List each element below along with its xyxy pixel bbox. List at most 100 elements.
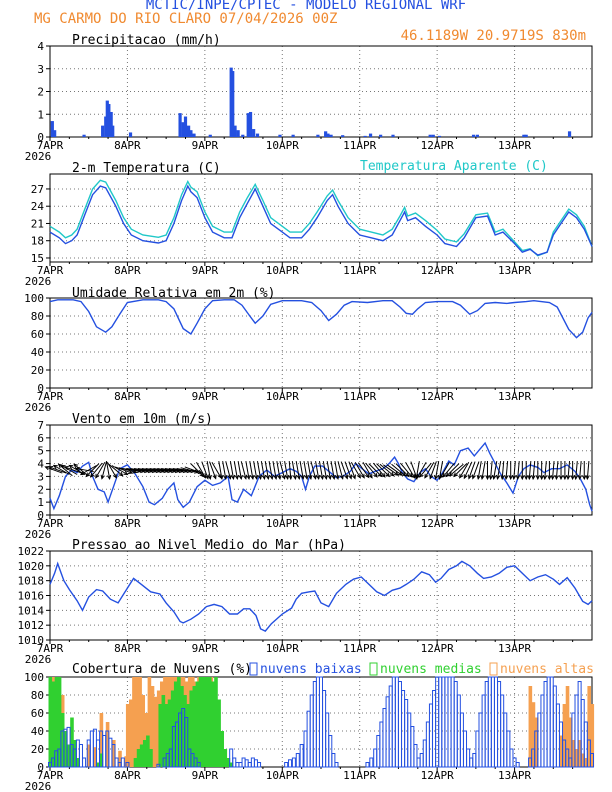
wind-arrow [307, 461, 312, 479]
wind-arrow-head [547, 475, 552, 481]
wind-arrow-head [542, 475, 548, 481]
wind-arrow [161, 467, 179, 473]
wind-arrow [497, 461, 502, 479]
cloud-bar-nuvens-baixas [156, 763, 161, 768]
x-tick-label: 11APR [343, 517, 376, 530]
wind-arrow [80, 465, 97, 475]
y-tick-label: 1022 [18, 545, 45, 558]
y-tick-label: 1010 [18, 634, 45, 647]
wind-arrow-head [296, 474, 301, 481]
legend-label: nuvens baixas [260, 662, 362, 677]
wind-arrow-head [85, 472, 91, 478]
cloud-bar-nuvens-altas [571, 740, 576, 767]
precip-bar [278, 134, 282, 137]
cloud-bar-nuvens-baixas [388, 685, 393, 768]
cloud-bar-nuvens-medias [54, 677, 59, 767]
x-tick-label: 11APR [343, 642, 376, 655]
x-tick-label: 9APR [192, 769, 219, 782]
wind-arrow-head [123, 470, 129, 476]
cloud-bar-nuvens-baixas [382, 708, 387, 768]
y-tick-label: 5 [37, 445, 44, 458]
x-tick-label: 11APR [343, 390, 376, 403]
precip-bar [233, 125, 237, 137]
wind-arrow [481, 461, 486, 479]
precip-bar [324, 131, 328, 137]
cloud-bar-nuvens-baixas [299, 744, 304, 768]
cloud-bar-nuvens-baixas [450, 676, 455, 768]
wind-arrow-head [253, 474, 259, 481]
cloud-bar-nuvens-medias [57, 677, 62, 767]
cloud-bar-nuvens-altas [87, 744, 91, 767]
cloud-bar-nuvens-altas [587, 686, 592, 767]
wind-arrow [172, 467, 191, 473]
wind-arrow [501, 460, 505, 480]
precip-bar [128, 132, 133, 137]
wind-arrow [141, 467, 160, 473]
wind-arrow [424, 461, 435, 479]
wind-arrow [53, 465, 70, 475]
wind-arrow-head [566, 475, 571, 481]
wind-arrow [118, 467, 137, 473]
precip-bar [428, 134, 432, 137]
cloud-bar-nuvens-baixas [373, 748, 378, 768]
legend-swatch [489, 662, 498, 676]
cloud-bar-nuvens-altas [138, 677, 142, 767]
cloud-bar-nuvens-medias [226, 758, 231, 767]
y-tick-label: 24 [31, 200, 45, 213]
wind-arrow-head [230, 474, 236, 481]
x-tick-label: 7APR [37, 517, 64, 530]
wind-arrow-head [410, 473, 416, 479]
cloud-bar-nuvens-altas [105, 722, 110, 767]
wind-arrow [196, 461, 206, 479]
wind-arrow [579, 460, 582, 480]
precip-bar [291, 134, 295, 137]
precip-bar [183, 116, 188, 137]
wind-arrow [284, 461, 289, 479]
x-tick-label: 9APR [192, 642, 219, 655]
wind-arrow-head [558, 475, 564, 481]
wind-arrow [45, 466, 63, 474]
cloud-bar-nuvens-baixas [331, 753, 336, 768]
cloud-bar-nuvens-baixas [447, 676, 452, 768]
cloud-bar-nuvens-baixas [555, 703, 560, 768]
x-tick-label: 12APR [421, 139, 454, 152]
wind-arrow-head [360, 473, 365, 479]
cloud-bar-nuvens-medias [67, 744, 71, 767]
cloud-bar-nuvens-baixas [543, 681, 548, 768]
cloud-bar-nuvens-altas [153, 696, 158, 767]
x-tick-label: 12APR [421, 769, 454, 782]
cloud-bar-nuvens-baixas [453, 681, 458, 768]
wind-arrow [257, 461, 262, 479]
y-tick-label: 7 [37, 419, 44, 432]
cloud-bar-nuvens-altas [125, 704, 130, 767]
y-tick-label: 6 [37, 432, 44, 445]
cloud-bar-nuvens-altas [528, 686, 533, 767]
precip-bar [50, 121, 54, 137]
wind-arrow-head [347, 474, 353, 480]
x-year-label: 2026 [25, 401, 52, 414]
wind-arrow-head [323, 474, 328, 481]
wind-arrow [58, 463, 73, 477]
x-tick-label: 11APR [343, 139, 376, 152]
wind-arrow [90, 462, 103, 478]
cloud-bar-nuvens-baixas [238, 762, 243, 768]
wind-arrow-head [222, 474, 228, 481]
cloud-bar-nuvens-baixas [546, 676, 551, 768]
wind-arrow [111, 465, 128, 475]
wind-arrow-head [60, 464, 66, 470]
panel-frame [49, 173, 593, 263]
wind-arrow-head [265, 474, 270, 481]
wind-arrow-head [89, 472, 95, 478]
wind-arrow [114, 466, 133, 474]
wind-arrow [400, 462, 413, 478]
wind-arrow-head [418, 472, 424, 478]
cloud-bar-nuvens-altas [578, 740, 582, 767]
cloud-bar-nuvens-baixas [303, 730, 308, 768]
x-tick-label: 10APR [266, 264, 299, 277]
cloud-bar-nuvens-baixas [325, 712, 330, 768]
wind-arrow [315, 461, 320, 479]
wind-arrow-head [315, 474, 321, 481]
cloud-bar-nuvens-baixas [257, 762, 262, 768]
precip-bar [208, 134, 212, 137]
